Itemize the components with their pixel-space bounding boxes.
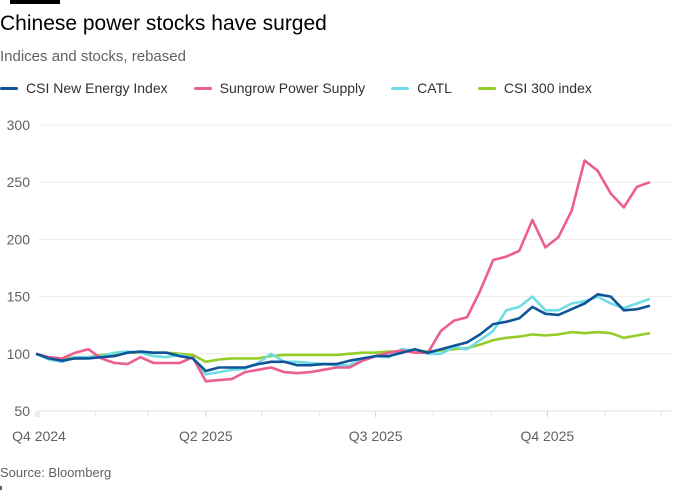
series-line-csi-new-energy-index bbox=[35, 292, 651, 373]
legend-item-catl: CATL bbox=[391, 80, 452, 96]
y-tick-label: 100 bbox=[7, 346, 31, 362]
series-line-sungrow-power-supply bbox=[35, 159, 651, 383]
x-tick-label: Q3 2025 bbox=[349, 428, 403, 444]
legend-label: Sungrow Power Supply bbox=[219, 80, 366, 96]
legend-swatch bbox=[391, 86, 410, 90]
y-tick-label: 200 bbox=[7, 231, 31, 247]
legend-swatch bbox=[193, 86, 212, 90]
legend-item-csi-300: CSI 300 index bbox=[477, 80, 592, 96]
y-tick-label: 250 bbox=[7, 174, 31, 190]
footer-mark bbox=[0, 486, 2, 490]
y-tick-label: 300 bbox=[7, 117, 31, 133]
legend-item-csi-new-energy: CSI New Energy Index bbox=[0, 80, 168, 96]
legend: CSI New Energy Index Sungrow Power Suppl… bbox=[0, 80, 592, 96]
source-note: Source: Bloomberg bbox=[0, 465, 112, 480]
brand-bar bbox=[10, 0, 60, 4]
legend-swatch bbox=[0, 86, 18, 90]
x-tick-label: Q4 2025 bbox=[520, 428, 574, 444]
chart-subtitle: Indices and stocks, rebased bbox=[0, 48, 186, 65]
y-tick-label: 150 bbox=[7, 289, 31, 305]
y-tick-label: 50 bbox=[14, 403, 30, 419]
legend-label: CSI 300 index bbox=[503, 80, 592, 96]
x-tick-label: Q4 2024 bbox=[12, 428, 66, 444]
legend-label: CSI New Energy Index bbox=[26, 80, 168, 96]
legend-swatch bbox=[477, 86, 496, 90]
chart-title: Chinese power stocks have surged bbox=[0, 12, 327, 35]
series-line-csi-300-index bbox=[35, 330, 651, 364]
legend-label: CATL bbox=[417, 80, 452, 96]
legend-item-sungrow: Sungrow Power Supply bbox=[193, 80, 366, 96]
x-tick-label: Q2 2025 bbox=[179, 428, 233, 444]
